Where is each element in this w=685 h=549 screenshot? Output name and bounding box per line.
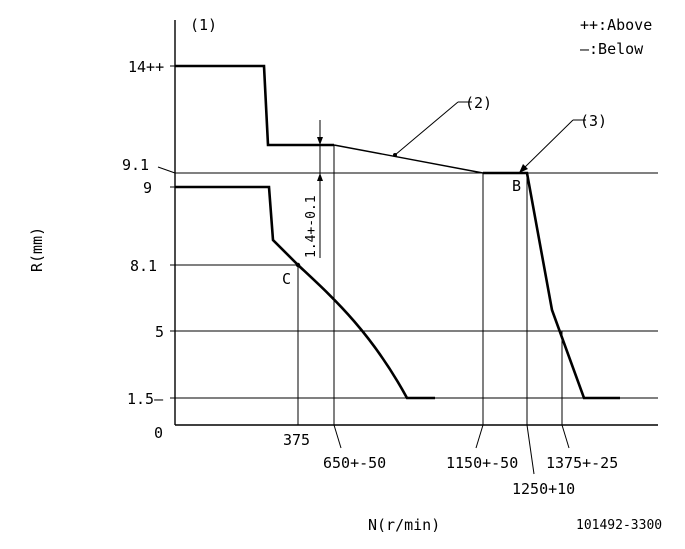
y-label-9: 9 <box>143 179 152 197</box>
upper-curve <box>175 64 334 147</box>
leader-1150 <box>475 424 484 449</box>
dim-gap-arrow-top <box>317 137 323 145</box>
leader-1375 <box>561 424 570 449</box>
y-label-5: 5 <box>155 323 164 341</box>
lower-curve <box>175 185 299 266</box>
leader-1250 <box>526 424 535 475</box>
callout-3-leader <box>521 119 574 171</box>
leader-650 <box>333 424 342 449</box>
legend-below: —:Below <box>580 40 644 58</box>
point-c-label: C <box>282 270 291 288</box>
y-label-1-5: 1.5— <box>127 390 164 408</box>
x-label-375: 375 <box>283 431 310 449</box>
callout-2-leader <box>394 101 459 156</box>
point-b-label: B <box>512 177 521 195</box>
figure-marker: (1) <box>190 16 217 34</box>
y-label-9-1: 9.1 <box>122 156 149 174</box>
callout-2-dot <box>393 153 397 157</box>
callout-2-label: (2) <box>465 94 492 112</box>
drawing-number: 101492-3300 <box>576 518 662 533</box>
x-label-1150: 1150+-50 <box>446 454 518 472</box>
slope-line-2 <box>333 144 484 174</box>
lower-curve-decline <box>297 264 435 400</box>
dim-gap-arrow-bottom <box>317 173 323 181</box>
y-axis-title: R(mm) <box>28 227 46 272</box>
y-label-8-1: 8.1 <box>130 257 157 275</box>
legend-above: ++:Above <box>580 16 652 34</box>
callout-3-arrow <box>519 164 528 173</box>
x-axis-title: N(r/min) <box>368 516 440 534</box>
y-label-14: 14++ <box>128 58 164 76</box>
x-label-650: 650+-50 <box>323 454 386 472</box>
y-label-0: 0 <box>154 424 163 442</box>
gap-dimension-label: 1.4+-0.1 <box>304 195 319 258</box>
leader-9-1 <box>157 166 176 174</box>
callout-3-label: (3) <box>580 112 607 130</box>
upper-curve-flat-b <box>483 171 620 400</box>
point-c-dot <box>295 262 301 268</box>
x-label-1250: 1250+10 <box>512 480 575 498</box>
x-label-1375: 1375+-25 <box>546 454 618 472</box>
